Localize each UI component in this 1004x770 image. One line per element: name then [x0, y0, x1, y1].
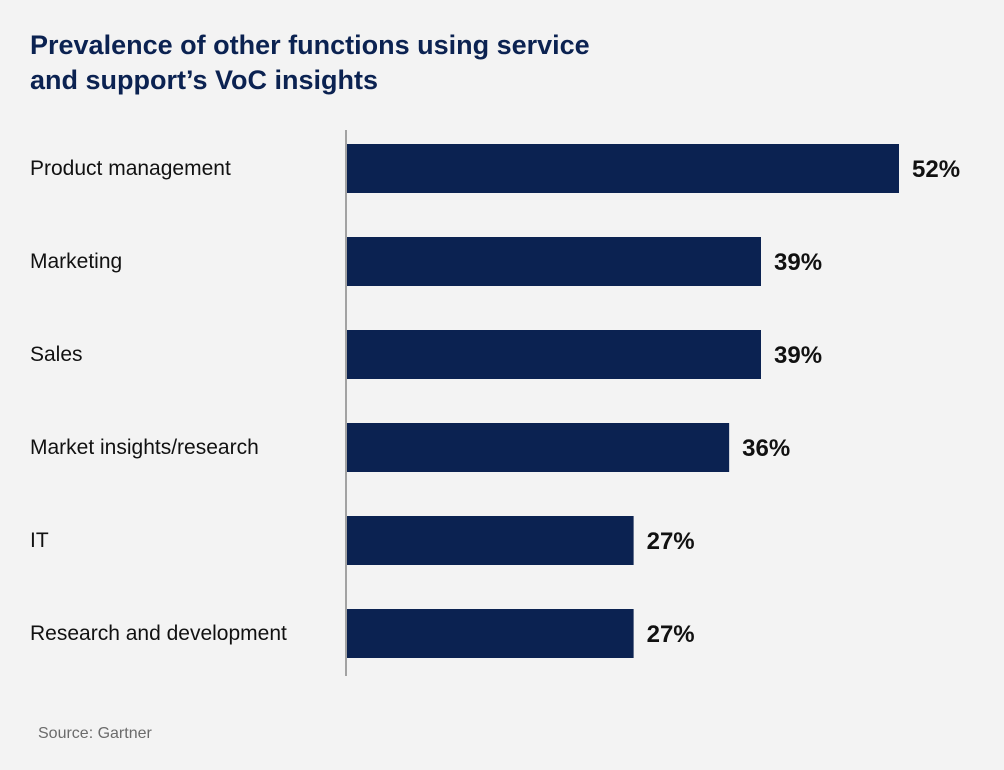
chart-title-line-1: Prevalence of other functions using serv…: [30, 30, 590, 60]
source-note: Source: Gartner: [38, 725, 152, 742]
bar: [347, 237, 761, 286]
value-label: 27%: [647, 621, 695, 648]
bar: [347, 330, 761, 379]
category-label: IT: [30, 529, 49, 552]
bar: [347, 423, 730, 472]
chart-title: Prevalence of other functions using serv…: [30, 28, 750, 98]
category-label: Marketing: [30, 250, 122, 273]
bar: [347, 609, 634, 658]
value-label: 52%: [912, 156, 960, 183]
category-label: Sales: [30, 343, 83, 366]
chart-title-line-2: and support’s VoC insights: [30, 65, 379, 95]
value-label: 27%: [647, 528, 695, 555]
value-label: 39%: [774, 342, 822, 369]
value-label: 39%: [774, 249, 822, 276]
category-label: Research and development: [30, 622, 287, 645]
bar: [347, 516, 634, 565]
category-label: Product management: [30, 157, 231, 180]
value-label: 36%: [742, 435, 790, 462]
category-label: Market insights/research: [30, 436, 259, 459]
bar: [347, 144, 899, 193]
